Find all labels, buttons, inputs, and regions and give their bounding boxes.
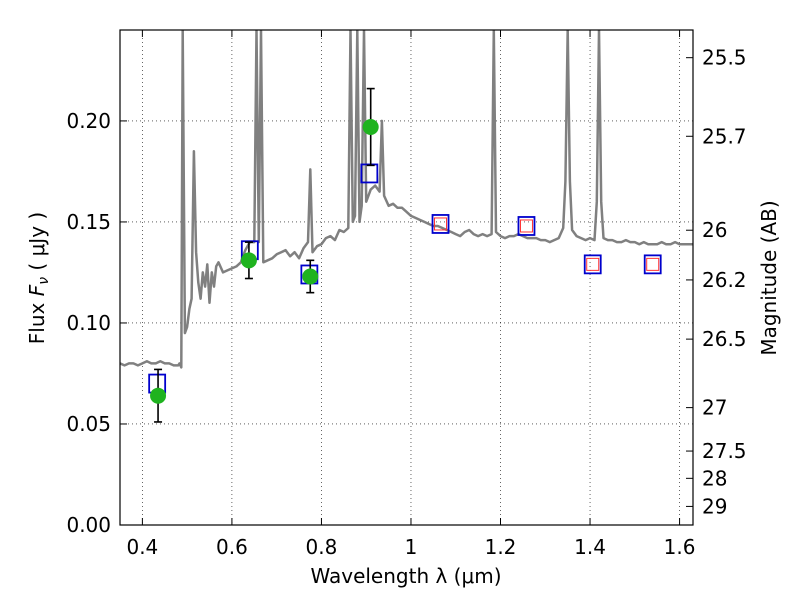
synthetic-photometry-marker: [360, 163, 379, 184]
y2-tick-label: 26: [702, 218, 727, 242]
y-tick-label: 0.05: [66, 412, 111, 436]
grid: [120, 30, 693, 526]
x-tick-label: 0.8: [306, 535, 338, 559]
y2-axis-label: Magnitude (AB): [757, 200, 781, 355]
synthetic-photometry-inner-marker: [586, 257, 600, 271]
y2-tick-label: 28: [702, 466, 727, 490]
x-tick-label: 1: [405, 535, 418, 559]
synthetic-photometry-marker: [431, 214, 450, 234]
x-tick-label: 1.4: [574, 535, 606, 559]
synthetic-photometry-inner-marker: [434, 217, 448, 231]
synthetic-photometry-marker: [517, 216, 536, 236]
plot-area: [120, 30, 693, 423]
x-axis-label: Wavelength λ (μm): [310, 564, 501, 588]
y-axis-label: Flux Fν ( μJy ): [25, 212, 52, 344]
y2-tick-label: 26.5: [702, 327, 747, 351]
y2-tick-label: 25.7: [702, 124, 747, 148]
y-axis-label-sub: ν: [36, 277, 52, 285]
synthetic-photometry-marker: [583, 254, 602, 275]
x-tick-label: 0.6: [216, 535, 248, 559]
observed-flux-point: [240, 252, 257, 269]
synthetic-photometry-marker: [643, 254, 662, 275]
model-spectrum-line: [120, 30, 693, 369]
y2-tick-label: 25.5: [702, 46, 747, 70]
plot-frame: [119, 29, 694, 526]
synthetic-photometry-inner-marker: [519, 219, 533, 233]
y2-tick-label: 29: [702, 494, 727, 518]
x-tick-label: 0.4: [126, 535, 158, 559]
y-axis-label-post: ( μJy ): [25, 212, 49, 277]
y2-tick-label: 26.2: [702, 268, 747, 292]
axes: 0.4 0.6 0.8 1 1.2 1.4 1.6 0.00 0.05 0.10 0.15 0.20 2…: [66, 30, 747, 559]
y2-tick-label: 27.5: [702, 439, 747, 463]
synthetic-photometry-inner-marker: [646, 257, 660, 271]
y-axis-label-symbol: F: [25, 284, 49, 296]
y-tick-label: 0.20: [66, 109, 111, 133]
observed-flux-point: [150, 387, 167, 404]
y-axis-label-pre: Flux: [25, 296, 49, 344]
y2-tick-label: 27: [702, 396, 727, 420]
y-tick-label: 0.00: [66, 513, 111, 537]
observed-flux-point: [362, 118, 379, 135]
x-tick-label: 1.2: [485, 535, 517, 559]
observed-flux-point: [302, 268, 319, 285]
y-tick-label: 0.10: [66, 311, 111, 335]
y-tick-label: 0.15: [66, 210, 111, 234]
x-tick-label: 1.6: [664, 535, 696, 559]
